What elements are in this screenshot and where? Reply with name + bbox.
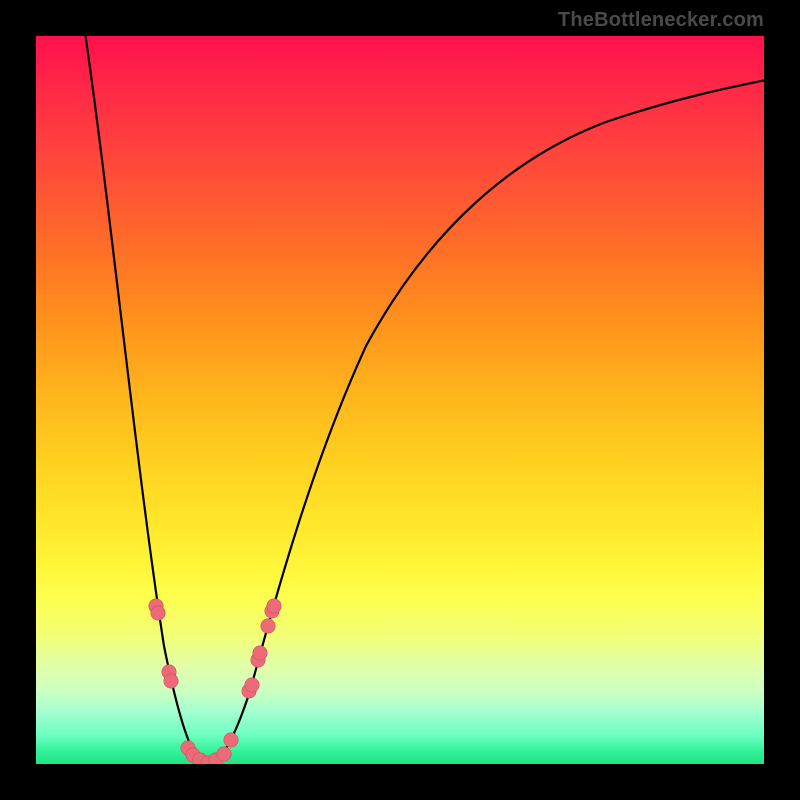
marker-group	[149, 599, 281, 764]
data-marker	[261, 619, 275, 633]
data-marker	[224, 733, 238, 747]
bottleneck-curve	[84, 36, 764, 763]
chart-frame: TheBottlenecker.com	[0, 0, 800, 800]
data-marker	[217, 747, 231, 761]
plot-area	[36, 36, 764, 764]
data-marker	[253, 646, 267, 660]
data-marker	[245, 678, 259, 692]
data-marker	[164, 674, 178, 688]
data-marker	[151, 606, 165, 620]
chart-svg	[36, 36, 764, 764]
watermark-text: TheBottlenecker.com	[558, 9, 764, 32]
data-marker	[267, 599, 281, 613]
